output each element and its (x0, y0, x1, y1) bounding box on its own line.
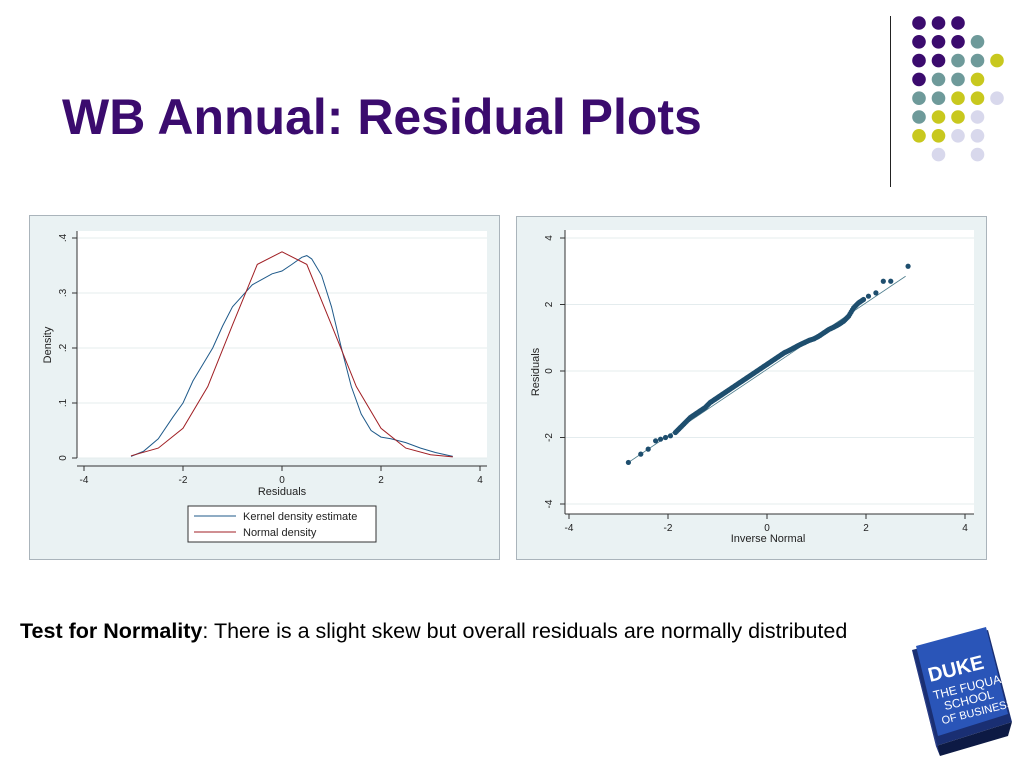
x-tick-label: 0 (764, 523, 770, 534)
y-axis-label: Density (42, 326, 54, 363)
series-lines (130, 251, 453, 458)
decorative-dot (931, 53, 946, 68)
scatter-point (625, 459, 631, 466)
decorative-dot (970, 129, 985, 143)
slide-title: WB Annual: Residual Plots (62, 89, 702, 145)
y-tick-label: .3 (58, 288, 69, 297)
x-tick-label: -4 (565, 523, 574, 534)
decorative-dot-grid (912, 16, 1004, 162)
axes: 0 .1 .2 .3 .4 -4 -2 0 2 4 (58, 231, 487, 486)
scatter-point (667, 433, 674, 439)
decorative-dot (912, 129, 926, 143)
decorative-dot (970, 72, 985, 87)
y-tick-label: -4 (544, 499, 555, 508)
decorative-dot (951, 129, 965, 143)
x-tick-label: -2 (179, 475, 188, 486)
decorative-dot (931, 129, 946, 143)
legend-box (187, 505, 377, 543)
decorative-dot (931, 110, 946, 124)
scatter-points (625, 263, 911, 466)
decorative-dot (970, 35, 985, 49)
kernel-density-chart: 0 .1 .2 .3 .4 -4 -2 0 2 4 Density Residuals Kerne… (42, 231, 487, 543)
decorative-dot (951, 16, 965, 30)
legend-label-normal: Normal density (243, 527, 317, 539)
decorative-dot (951, 72, 965, 87)
decorative-dot (951, 35, 965, 49)
y-tick-label: 2 (544, 301, 555, 307)
decorative-dot (912, 91, 926, 105)
decorative-dot (912, 72, 926, 87)
title-divider (890, 16, 891, 187)
caption-text: : There is a slight skew but overall res… (202, 619, 848, 643)
scatter-point (653, 438, 659, 444)
x-tick-label: -2 (664, 523, 673, 534)
scatter-point (873, 290, 879, 296)
y-tick-label: 0 (544, 368, 555, 374)
scatter-point (888, 278, 894, 284)
decorative-dot (931, 91, 946, 105)
y-tick-label: 0 (58, 455, 69, 461)
x-tick-label: 2 (378, 475, 384, 486)
decorative-dot (912, 53, 926, 68)
x-tick-label: -4 (80, 475, 89, 486)
y-tick-label: 4 (544, 235, 555, 241)
scatter-point (880, 278, 886, 284)
y-tick-label: .1 (58, 398, 69, 407)
decorative-dot (931, 147, 946, 162)
decorative-dot (990, 53, 1004, 68)
decorative-dot (970, 147, 985, 162)
qq-plot-panel: -4 -4 -2 -2 0 0 2 2 4 4 Residuals Inverse Normal (516, 216, 987, 560)
duke-fuqua-logo: DUKE THE FUQUA SCHOOL OF BUSINESS (912, 627, 1015, 756)
normal-density-line (130, 251, 453, 458)
y-tick-label: .4 (58, 233, 69, 242)
legend-label-kernel: Kernel density estimate (243, 511, 357, 523)
scatter-point (905, 263, 911, 269)
x-tick-label: 0 (279, 475, 285, 486)
decorative-dot (970, 53, 985, 68)
decorative-dot (931, 72, 946, 87)
x-axis-label: Residuals (258, 486, 307, 498)
gridlines (77, 237, 487, 459)
decorative-dot (951, 53, 965, 68)
decorative-dot (990, 91, 1004, 105)
plot-area (77, 231, 487, 458)
scatter-point (662, 434, 669, 441)
plot-area (565, 230, 974, 514)
decorative-dot (970, 110, 985, 124)
decorative-dot (970, 91, 985, 105)
decorative-dot (931, 35, 946, 49)
scatter-point (865, 293, 872, 299)
decorative-dot (951, 91, 965, 105)
scatter-point (645, 446, 651, 452)
caption: Test for Normality: There is a slight sk… (20, 616, 890, 646)
axes: -4 -4 -2 -2 0 0 2 2 4 4 (544, 230, 974, 534)
x-tick-label: 4 (962, 523, 968, 534)
y-tick-label: .2 (58, 343, 69, 352)
x-tick-label: 4 (477, 475, 483, 486)
decorative-dot (912, 16, 926, 30)
scatter-point (657, 436, 664, 442)
legend: Kernel density estimate Normal density (187, 505, 377, 543)
kernel-density-line (130, 255, 453, 457)
x-tick-label: 2 (863, 523, 869, 534)
decorative-dot (951, 110, 965, 124)
qq-normal-chart: -4 -4 -2 -2 0 0 2 2 4 4 Residuals Inverse Normal (530, 230, 974, 545)
y-tick-label: -2 (544, 433, 555, 442)
scatter-point (638, 451, 644, 457)
x-axis-label: Inverse Normal (731, 533, 806, 545)
gridlines (565, 237, 974, 505)
density-plot-panel: 0 .1 .2 .3 .4 -4 -2 0 2 4 Density Residuals Kerne… (29, 215, 500, 560)
scatter-point (859, 297, 865, 303)
decorative-dot (912, 110, 926, 124)
caption-bold: Test for Normality (20, 619, 203, 643)
y-axis-label: Residuals (530, 347, 542, 396)
decorative-dot (931, 16, 946, 30)
decorative-dot (912, 35, 926, 49)
